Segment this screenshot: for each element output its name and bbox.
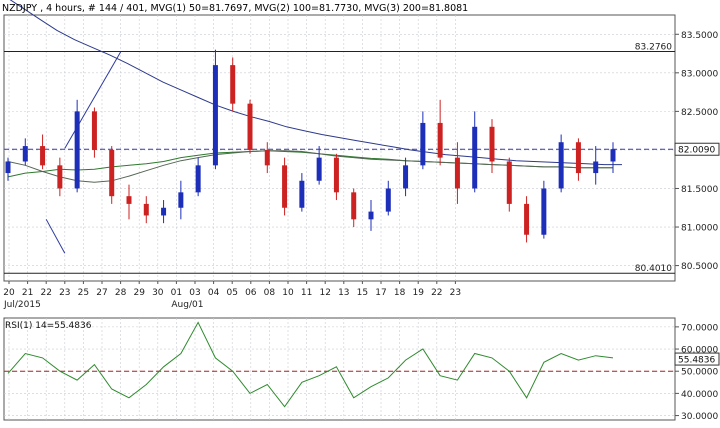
mvg2-line xyxy=(7,150,613,183)
x-tick-label: 27 xyxy=(96,288,107,298)
rsi-y-tick-label: 70.0000 xyxy=(681,323,718,333)
x-tick-label: 05 xyxy=(226,288,237,298)
x-tick-label: 18 xyxy=(394,288,406,298)
candle-body xyxy=(316,157,322,181)
x-tick-label: 11 xyxy=(301,288,312,298)
x-tick-label: 25 xyxy=(78,288,89,298)
mvg3-line xyxy=(9,0,622,166)
y-tick-label: 81.0000 xyxy=(681,224,718,234)
rsi-y-tick-label: 40.0000 xyxy=(681,390,718,400)
rsi-y-tick-label: 60.0000 xyxy=(681,346,718,356)
resistance-line-label: 83.2760 xyxy=(635,43,672,53)
x-tick-label: 17 xyxy=(375,288,386,298)
candle-body xyxy=(195,165,201,193)
candle-body xyxy=(282,165,288,208)
candle-body xyxy=(351,192,357,220)
price-panel: 83.500083.000082.500082.000081.500081.00… xyxy=(3,0,720,310)
rsi-current-label: 55.4836 xyxy=(678,356,715,366)
x-tick-label: 13 xyxy=(338,288,349,298)
candle-body xyxy=(593,161,599,174)
candle-body xyxy=(109,149,115,197)
x-tick-label: 10 xyxy=(282,288,294,298)
support-line-label: 80.4010 xyxy=(635,264,672,274)
rsi-plot-frame xyxy=(3,317,676,421)
x-tick-label: 03 xyxy=(189,288,200,298)
candle-body xyxy=(143,203,149,216)
candle-body xyxy=(247,103,253,150)
x-tick-label: 06 xyxy=(245,288,257,298)
candle-body xyxy=(40,146,46,166)
candle-body xyxy=(161,207,167,216)
x-tick-label: 04 xyxy=(208,288,220,298)
rsi-y-tick-label: 50.0000 xyxy=(681,368,718,378)
trendline-lower xyxy=(45,219,66,254)
candle-body xyxy=(437,122,443,158)
candle-body xyxy=(368,211,374,220)
x-tick-label: 23 xyxy=(59,288,70,298)
candle-body xyxy=(472,126,478,189)
candle-body xyxy=(74,111,80,189)
x-tick-label: 15 xyxy=(357,288,368,298)
candle-body xyxy=(91,111,97,150)
x-tick-label: 12 xyxy=(319,288,330,298)
x-tick-label: 08 xyxy=(264,288,276,298)
current-price-label: 82.0090 xyxy=(678,146,715,156)
x-tick-label: 23 xyxy=(450,288,461,298)
candle-body xyxy=(385,188,391,212)
candle-body xyxy=(610,149,616,162)
rsi-header-label: RSI(1) 14=55.4836 xyxy=(5,321,92,331)
candle-body xyxy=(454,157,460,189)
candle-body xyxy=(57,165,63,189)
y-tick-label: 82.5000 xyxy=(681,108,718,118)
rsi-line xyxy=(7,321,614,408)
candle-body xyxy=(264,149,270,166)
candle-body xyxy=(489,126,495,162)
x-sub-label: Jul/2015 xyxy=(3,300,41,310)
y-tick-label: 80.5000 xyxy=(681,262,718,272)
rsi-y-tick-label: 30.0000 xyxy=(681,412,718,422)
rsi-current-badge xyxy=(674,352,720,366)
candle-body xyxy=(541,188,547,235)
x-sub-label: Aug/01 xyxy=(171,300,203,310)
candle-body xyxy=(420,122,426,166)
x-tick-label: 22 xyxy=(431,288,442,298)
candle-body xyxy=(333,157,339,193)
x-tick-label: 19 xyxy=(412,288,424,298)
current-price-badge xyxy=(674,142,720,156)
chart-header-title: NZDJPY , 4 hours, # 144 / 401, MVG(1) 50… xyxy=(2,3,468,14)
candle-body xyxy=(126,196,132,204)
candle-body xyxy=(575,142,581,174)
candle-body xyxy=(299,180,305,208)
candle-body xyxy=(558,142,564,189)
x-tick-label: 29 xyxy=(133,288,145,298)
y-tick-label: 83.5000 xyxy=(681,31,718,41)
candle-body xyxy=(212,65,218,166)
price-plot-frame xyxy=(3,14,676,282)
candle-body xyxy=(506,161,512,204)
x-tick-label: 22 xyxy=(40,288,51,298)
x-tick-label: 21 xyxy=(22,288,33,298)
x-tick-label: 30 xyxy=(152,288,164,298)
y-tick-label: 81.5000 xyxy=(681,185,718,195)
y-tick-label: 83.0000 xyxy=(681,69,718,79)
x-tick-label: 28 xyxy=(115,288,127,298)
candle-body xyxy=(5,161,11,174)
candle-body xyxy=(22,146,28,162)
x-tick-label: 20 xyxy=(3,288,15,298)
x-tick-label: 01 xyxy=(171,288,182,298)
candle-body xyxy=(230,65,236,104)
trendline-upper xyxy=(64,51,122,149)
rsi-panel: 70.0000 60.0000 50.0000 40.0000 30.0000 55.48… xyxy=(3,317,720,422)
candle-body xyxy=(403,165,409,189)
candle-body xyxy=(524,203,530,235)
candle-body xyxy=(178,192,184,208)
